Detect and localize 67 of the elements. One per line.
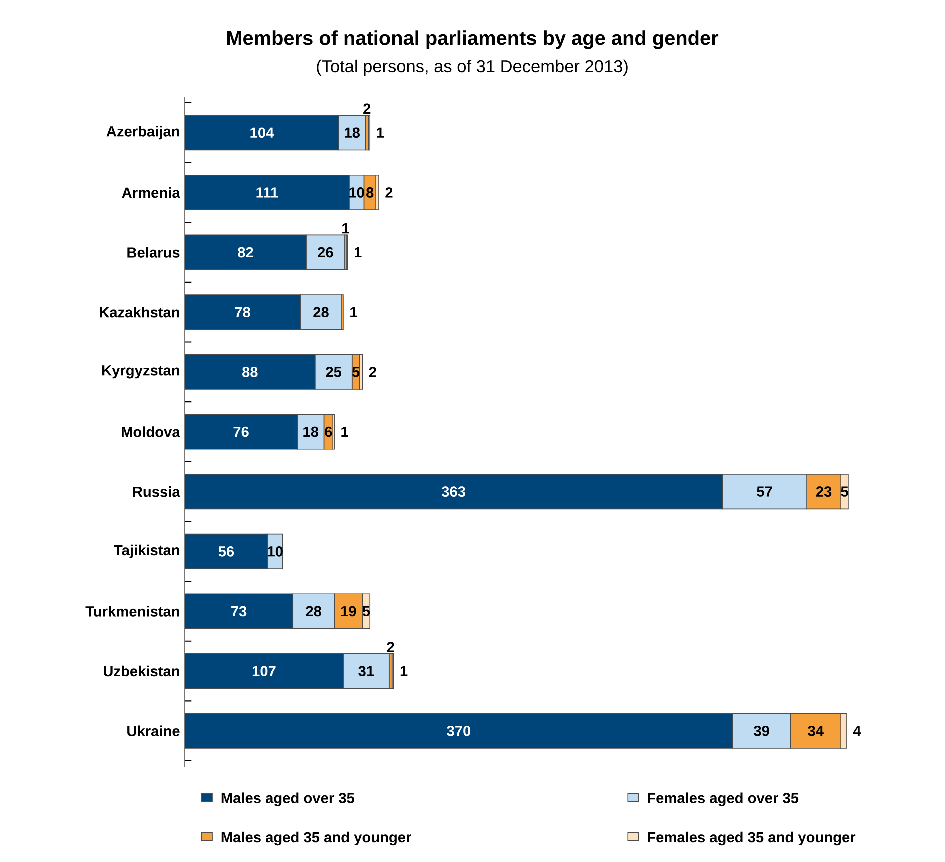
bar xyxy=(185,354,316,390)
y-tick-label: Azerbaijan xyxy=(106,126,180,140)
data-label: 76 xyxy=(234,426,249,438)
data-label: 1 xyxy=(400,666,408,676)
bar xyxy=(306,234,346,270)
data-label: 19 xyxy=(341,606,356,617)
data-label: 2 xyxy=(369,367,376,378)
data-label: 25 xyxy=(326,367,342,378)
data-label: 73 xyxy=(232,606,247,617)
bar xyxy=(185,713,734,749)
data-label: 18 xyxy=(304,426,319,438)
y-tick-label: Kyrgyzstan xyxy=(102,366,180,379)
bar xyxy=(185,174,350,210)
data-label: 111 xyxy=(256,188,278,198)
y-tick-label: Armenia xyxy=(122,187,180,198)
data-label: 1 xyxy=(355,248,362,258)
legend-label: Females aged 35 and younger xyxy=(648,832,856,846)
data-label: 370 xyxy=(447,726,471,736)
data-label: 88 xyxy=(242,367,258,378)
data-label: 26 xyxy=(318,247,334,258)
data-label: 1 xyxy=(342,426,348,438)
bar xyxy=(185,294,301,330)
legend-label: Males aged 35 and younger xyxy=(222,832,412,846)
data-label: 82 xyxy=(238,247,254,258)
data-label: 2 xyxy=(386,188,393,198)
data-label: 57 xyxy=(757,486,772,497)
data-label: 8 xyxy=(366,188,374,198)
data-label: 28 xyxy=(306,606,322,617)
legend-label: Females aged over 35 xyxy=(648,792,799,806)
y-tick-label: Turkmenistan xyxy=(86,606,180,617)
bar xyxy=(185,594,294,630)
y-tick-label: Kazakhstan xyxy=(100,307,180,318)
bar xyxy=(185,115,340,151)
y-tick-label: Belarus xyxy=(128,247,180,258)
data-label: 31 xyxy=(358,666,374,676)
data-label: 78 xyxy=(235,307,250,318)
data-label: 23 xyxy=(816,486,832,498)
data-label: 6 xyxy=(325,426,332,438)
data-label: 34 xyxy=(808,726,824,736)
data-label: 1 xyxy=(377,128,384,138)
bar xyxy=(185,534,268,570)
y-tick-label: Tajikistan xyxy=(114,544,180,558)
data-label: 18 xyxy=(345,128,360,138)
y-tick-label: Ukraine xyxy=(128,726,180,736)
data-label: 1 xyxy=(342,224,350,234)
data-label: 2 xyxy=(364,104,371,114)
data-label: 107 xyxy=(252,666,276,676)
bar xyxy=(185,474,723,510)
data-label: 1 xyxy=(350,307,358,318)
data-label: 2 xyxy=(387,642,394,652)
bar xyxy=(185,654,344,690)
data-label: 4 xyxy=(853,726,862,736)
bar xyxy=(185,234,307,270)
y-tick-label: Russia xyxy=(133,486,180,498)
bar xyxy=(300,294,342,330)
chart-title: Members of national parliaments by age and gender xyxy=(227,30,719,50)
y-tick-label: Uzbekistan xyxy=(104,666,180,677)
bar xyxy=(185,414,298,450)
y-tick-label: Moldova xyxy=(122,426,180,438)
data-label: 104 xyxy=(250,128,274,138)
data-label: 28 xyxy=(314,307,329,318)
data-label: 56 xyxy=(218,546,234,557)
data-label: 39 xyxy=(754,726,770,736)
legend-label: Males aged over 35 xyxy=(222,792,354,806)
bar xyxy=(343,654,390,690)
chart-subtitle: (Total persons, as of 31 December 2013) xyxy=(317,60,628,76)
data-label: 363 xyxy=(442,486,466,498)
